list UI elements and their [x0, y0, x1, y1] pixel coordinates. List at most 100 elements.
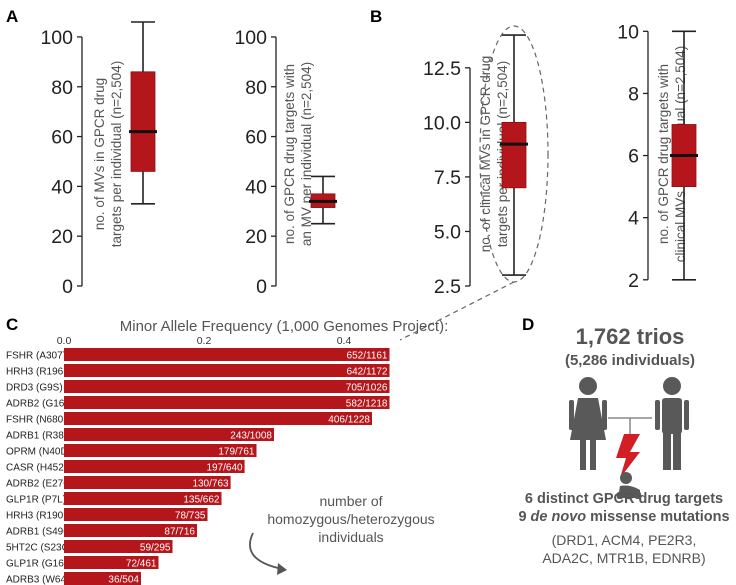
category-label: ADRB2 (E27Q)	[6, 479, 74, 490]
gene-list-2: ADA2C, MTR1B, EDNRB)	[542, 550, 705, 566]
gene-list-1: (DRD1, ACM4, PE2R3,	[552, 532, 697, 548]
y-tick-label: 2	[628, 270, 639, 292]
category-label: ADRB3 (W64R)	[6, 575, 77, 585]
x-tick-label: 0.4	[337, 335, 352, 347]
y-tick-label: 0	[62, 276, 73, 298]
annotation-arrow	[249, 532, 283, 570]
bar	[64, 364, 390, 377]
bar	[64, 492, 222, 505]
connector-line	[399, 281, 515, 341]
bar	[64, 572, 141, 585]
y-tick-label: 40	[245, 176, 267, 198]
category-label: OPRM (N40D)	[6, 447, 71, 458]
y-tick-label: 60	[51, 127, 73, 149]
x-tick-label: 0.0	[57, 335, 72, 347]
bar	[64, 348, 390, 361]
category-label: FSHR (N680S)	[6, 415, 73, 426]
bar-value-label: 652/1161	[347, 351, 388, 362]
y-tick-label: 40	[51, 176, 73, 198]
category-label: ADRB1 (S49G)	[6, 527, 74, 538]
distinct-targets: 6 distinct GPCR drug targets	[525, 491, 723, 507]
y-tick-label: 10	[617, 21, 639, 43]
category-label: GLP1R (G168S)	[6, 559, 79, 570]
panel-label-c: C	[6, 315, 18, 334]
y-axis-label: no. of MVs in GPCR drug	[92, 78, 107, 230]
panel-label-b: B	[370, 7, 382, 26]
y-axis-label: targets per individual (n=2,504)	[109, 61, 124, 248]
y-tick-label: 100	[234, 27, 267, 49]
bar-value-label: 705/1026	[346, 383, 388, 394]
y-tick-label: 80	[245, 77, 267, 99]
category-label: ADRB2 (G16R)	[6, 399, 75, 410]
y-axis-label: no. of GPCR drug targets with	[282, 64, 297, 244]
y-tick-label: 5.0	[434, 221, 461, 243]
y-tick-label: 20	[51, 226, 73, 248]
category-label: HRH3 (R196H)	[6, 367, 74, 378]
bar-value-label: 197/640	[206, 463, 243, 474]
bar-value-label: 582/1218	[346, 399, 388, 410]
y-axis-label: no. of GPCR drug targets with	[656, 64, 671, 244]
y-tick-label: 7.5	[434, 167, 461, 189]
bar	[64, 556, 159, 569]
category-label: GLP1R (P7L)	[6, 495, 66, 506]
y-tick-label: 4	[628, 208, 639, 230]
category-label: CASR (H452Y)	[6, 463, 74, 474]
bar	[64, 428, 274, 441]
bar	[64, 412, 372, 425]
iqr-box	[130, 71, 156, 172]
boxplot-targets-with-mv: 0 20 40 60 80 100 no. of GPCR drug targets wit…	[234, 27, 337, 298]
x-tick-label: 0.2	[197, 335, 212, 347]
bar-value-label: 59/295	[140, 543, 171, 554]
boxplot-mvs-per-individual: 0 20 40 60 80 100 no. of MVs in GPCR drug targe…	[40, 21, 157, 298]
bar	[64, 380, 390, 393]
female-parent-icon	[569, 377, 607, 470]
trios-panel: 1,762 trios (5,286 individuals)	[518, 324, 729, 566]
individuals-count: (5,286 individuals)	[565, 352, 695, 369]
bar	[64, 460, 245, 473]
bar-value-label: 130/763	[192, 479, 229, 490]
bar-value-label: 78/735	[175, 511, 206, 522]
bar-value-label: 72/461	[126, 559, 157, 570]
category-label: 5HT2C (S23C)	[6, 543, 72, 554]
baby-icon	[617, 472, 641, 499]
panel-label-d: D	[522, 315, 534, 334]
bar-value-label: 642/1172	[347, 367, 388, 378]
bar-value-label: 135/662	[183, 495, 220, 506]
bar-value-label: 243/1008	[230, 431, 272, 442]
male-parent-icon	[655, 377, 689, 470]
bar	[64, 540, 173, 553]
maf-bar-chart: Minor Allele Frequency (1,000 Genomes Pr…	[6, 318, 448, 585]
category-label: DRD3 (G9S)	[6, 383, 63, 394]
trios-count: 1,762 trios	[576, 324, 685, 349]
y-axis-label: an MV per individual (n=2,504)	[299, 62, 314, 246]
y-tick-label: 6	[628, 146, 639, 168]
lightning-icon	[616, 434, 640, 478]
boxplot-clinical-mvs: 2.5 5.0 7.5 10.0 12.5 no. of clinical MVs in …	[423, 34, 528, 298]
annotation-arrowhead	[277, 563, 287, 575]
y-tick-label: 20	[245, 226, 267, 248]
category-label: HRH3 (R190H)	[6, 511, 74, 522]
panel-label-a: A	[6, 7, 18, 26]
annotation-line-3: individuals	[318, 529, 383, 545]
bar	[64, 396, 390, 409]
y-tick-label: 60	[245, 127, 267, 149]
y-tick-label: 12.5	[423, 58, 461, 80]
bar-value-label: 87/716	[164, 527, 195, 538]
y-tick-label: 10.0	[423, 112, 461, 134]
y-tick-label: 2.5	[434, 276, 461, 298]
bar-value-label: 179/761	[218, 447, 255, 458]
bar	[64, 476, 231, 489]
y-tick-label: 8	[628, 83, 639, 105]
category-label: FSHR (A307T)	[6, 351, 72, 362]
y-axis-label: no. of clinical MVs in GPCR drug	[478, 56, 493, 253]
annotation-line-2: homozygous/heterozygous	[267, 511, 434, 527]
bar-value-label: 406/1228	[328, 415, 370, 426]
category-label: ADRB1 (R389G)	[6, 431, 80, 442]
bar	[64, 444, 257, 457]
y-tick-label: 80	[51, 77, 73, 99]
y-tick-label: 100	[40, 27, 73, 49]
bar-value-label: 36/504	[108, 575, 139, 585]
iqr-box	[501, 121, 527, 189]
chart-title: Minor Allele Frequency (1,000 Genomes Pr…	[120, 318, 448, 335]
